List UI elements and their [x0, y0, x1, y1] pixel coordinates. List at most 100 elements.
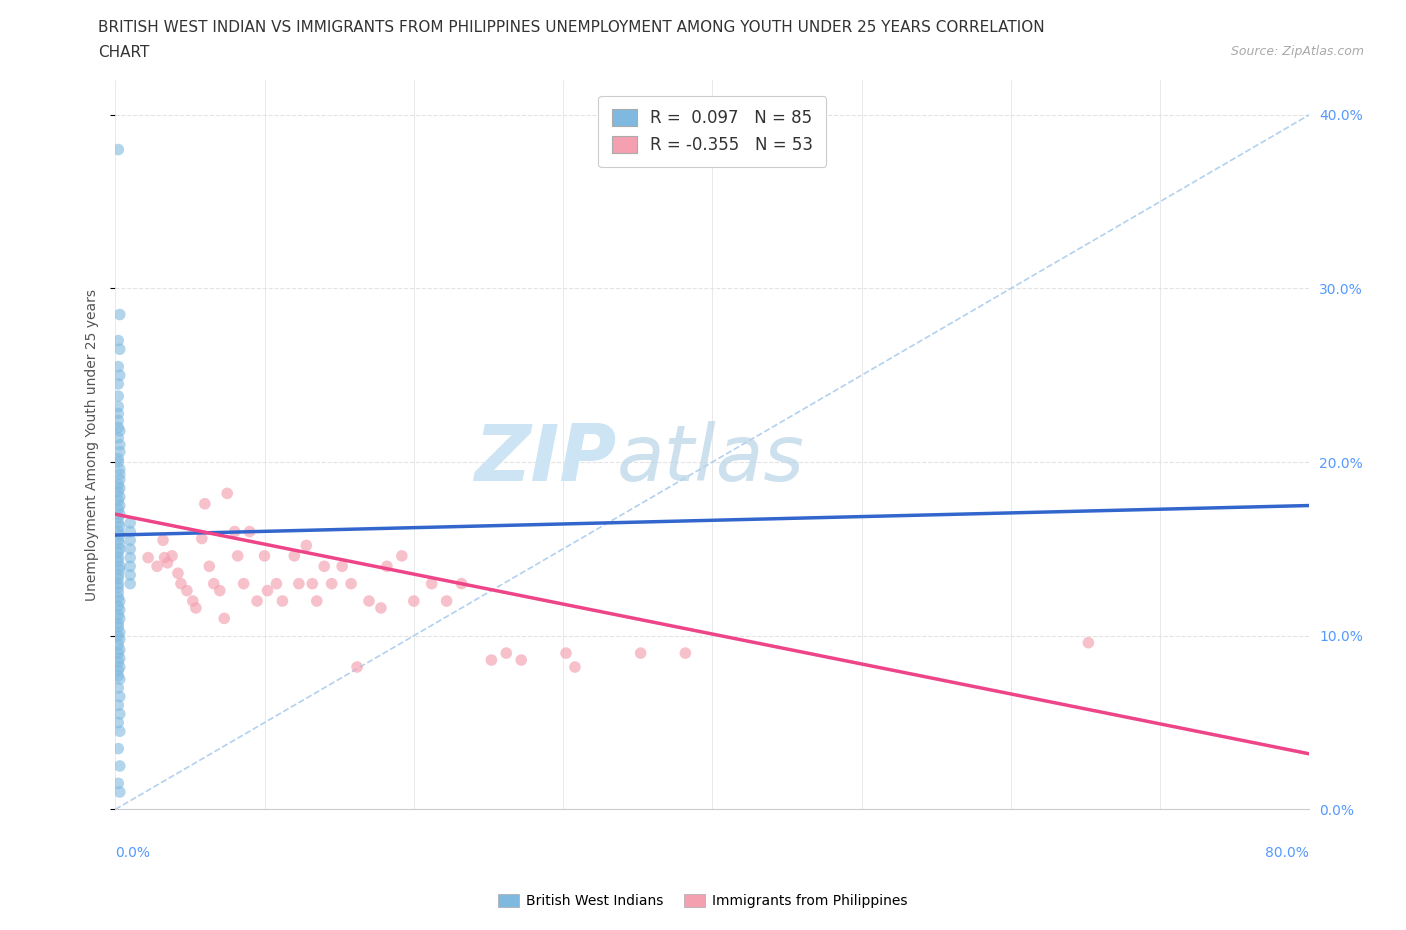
- Point: [108, 437, 131, 452]
- Text: BRITISH WEST INDIAN VS IMMIGRANTS FROM PHILIPPINES UNEMPLOYMENT AMONG YOUTH UNDE: BRITISH WEST INDIAN VS IMMIGRANTS FROM P…: [98, 20, 1045, 35]
- Point: [107, 359, 129, 374]
- Point: [167, 565, 190, 580]
- Point: [108, 461, 131, 476]
- Point: [108, 481, 131, 496]
- Point: [555, 645, 578, 660]
- Point: [108, 519, 131, 534]
- Y-axis label: Unemployment Among Youth under 25 years: Unemployment Among Youth under 25 years: [86, 288, 100, 601]
- Point: [107, 525, 129, 539]
- Point: [107, 577, 129, 591]
- Point: [108, 342, 131, 357]
- Point: [120, 577, 142, 591]
- Point: [108, 689, 131, 704]
- Point: [253, 549, 276, 564]
- Point: [107, 501, 129, 516]
- Point: [120, 559, 142, 574]
- Point: [107, 579, 129, 594]
- Point: [108, 625, 131, 640]
- Point: [120, 533, 142, 548]
- Point: [495, 645, 517, 660]
- Point: [170, 577, 193, 591]
- Point: [107, 591, 129, 605]
- Point: [295, 538, 318, 553]
- Legend: British West Indians, Immigrants from Philippines: British West Indians, Immigrants from Ph…: [494, 889, 912, 914]
- Point: [107, 776, 129, 790]
- Point: [107, 599, 129, 614]
- Point: [107, 142, 129, 157]
- Point: [673, 645, 696, 660]
- Text: CHART: CHART: [98, 45, 150, 60]
- Point: [402, 593, 425, 608]
- Point: [107, 333, 129, 348]
- Point: [340, 577, 363, 591]
- Point: [153, 551, 176, 565]
- Point: [108, 603, 131, 618]
- Point: [191, 531, 214, 546]
- Point: [107, 431, 129, 445]
- Point: [107, 619, 129, 634]
- Point: [108, 489, 131, 504]
- Point: [108, 593, 131, 608]
- Point: [314, 559, 336, 574]
- Point: [107, 637, 129, 652]
- Point: [108, 527, 131, 542]
- Point: [108, 643, 131, 658]
- Point: [107, 477, 129, 492]
- Point: [375, 559, 398, 574]
- Point: [450, 577, 472, 591]
- Point: [107, 567, 129, 582]
- Point: [107, 485, 129, 499]
- Point: [630, 645, 652, 660]
- Point: [107, 645, 129, 660]
- Point: [107, 545, 129, 560]
- Point: [305, 593, 328, 608]
- Point: [239, 525, 262, 539]
- Point: [108, 671, 131, 686]
- Point: [301, 577, 323, 591]
- Point: [107, 399, 129, 414]
- Point: [266, 577, 288, 591]
- Point: [564, 659, 586, 674]
- Point: [107, 493, 129, 508]
- Point: [479, 653, 502, 668]
- Point: [346, 659, 368, 674]
- Point: [176, 583, 198, 598]
- Point: [107, 451, 129, 466]
- Point: [107, 698, 129, 712]
- Point: [108, 507, 131, 522]
- Point: [107, 511, 129, 525]
- Point: [256, 583, 278, 598]
- Point: [152, 533, 174, 548]
- Point: [108, 467, 131, 482]
- Point: [107, 455, 129, 470]
- Point: [120, 551, 142, 565]
- Point: [224, 525, 246, 539]
- Point: [246, 593, 269, 608]
- Point: [194, 497, 217, 512]
- Point: [120, 525, 142, 539]
- Point: [107, 420, 129, 435]
- Point: [357, 593, 380, 608]
- Point: [107, 515, 129, 530]
- Point: [107, 681, 129, 696]
- Point: [107, 629, 129, 644]
- Point: [108, 659, 131, 674]
- Point: [1077, 635, 1099, 650]
- Point: [107, 715, 129, 730]
- Point: [330, 559, 353, 574]
- Point: [108, 307, 131, 322]
- Text: atlas: atlas: [617, 421, 804, 498]
- Point: [107, 533, 129, 548]
- Point: [107, 406, 129, 421]
- Point: [120, 541, 142, 556]
- Point: [107, 413, 129, 428]
- Point: [108, 559, 131, 574]
- Point: [391, 549, 413, 564]
- Point: [108, 707, 131, 722]
- Point: [108, 631, 131, 646]
- Point: [283, 549, 305, 564]
- Point: [120, 567, 142, 582]
- Point: [107, 377, 129, 392]
- Point: [370, 601, 392, 616]
- Point: [232, 577, 254, 591]
